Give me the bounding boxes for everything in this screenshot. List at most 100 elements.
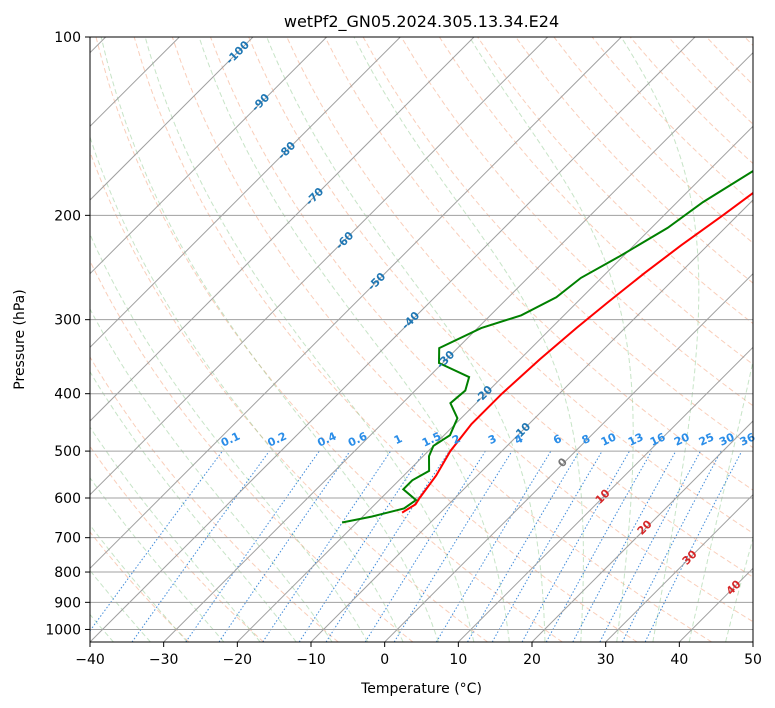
isotherm-line bbox=[90, 37, 549, 496]
isotherm-line bbox=[457, 346, 753, 642]
y-tick-label: 500 bbox=[54, 444, 81, 460]
profiles bbox=[341, 169, 753, 524]
y-tick-label: 200 bbox=[54, 208, 81, 224]
background-lines bbox=[90, 37, 753, 642]
dry-adiabat-line bbox=[248, 37, 753, 578]
moist-adiabat-line bbox=[198, 37, 510, 642]
moist-adiabat-line bbox=[620, 37, 700, 642]
mixing-ratio-line bbox=[298, 450, 425, 642]
mixing-ratio-label: 16 bbox=[648, 430, 668, 448]
isotherm-line bbox=[310, 199, 753, 642]
chart-title: wetPf2_GN05.2024.305.13.34.E24 bbox=[284, 12, 559, 32]
moist-adiabat-line bbox=[469, 37, 634, 642]
isotherm-line bbox=[90, 37, 401, 349]
isotherm-line bbox=[531, 420, 753, 642]
dry-adiabat-line bbox=[90, 445, 264, 642]
moist-adiabat-line bbox=[353, 37, 584, 642]
mixing-ratio-line bbox=[90, 450, 223, 632]
dry-adiabats bbox=[90, 37, 753, 642]
moist-adiabat-line bbox=[100, 37, 439, 642]
dry-adiabat-line bbox=[90, 356, 339, 642]
mixing-ratio-label: 25 bbox=[697, 430, 716, 448]
isotherm-line bbox=[90, 37, 475, 422]
moist-adiabat-line bbox=[266, 37, 546, 642]
x-tick-label: −40 bbox=[75, 652, 105, 668]
moist-adiabat-line bbox=[90, 308, 333, 642]
y-tick-label: 100 bbox=[54, 30, 81, 46]
moist-adiabat-line bbox=[90, 426, 261, 642]
y-tick-label: 900 bbox=[54, 595, 81, 611]
mixing-ratio-line bbox=[599, 450, 701, 642]
dry-adiabat-line bbox=[210, 37, 753, 623]
mixing-ratio-line bbox=[262, 450, 392, 642]
isotherm-line bbox=[90, 37, 254, 201]
mixing-ratio-line bbox=[364, 450, 486, 642]
dry-adiabat-line bbox=[90, 531, 190, 642]
x-tick-label: 10 bbox=[449, 652, 467, 668]
x-tick-label: 40 bbox=[670, 652, 688, 668]
x-tick-label: 30 bbox=[597, 652, 615, 668]
x-tick-label: 50 bbox=[744, 652, 762, 668]
x-tick-label: 0 bbox=[380, 652, 389, 668]
y-axis-label: Pressure (hPa) bbox=[12, 289, 28, 389]
x-tick-label: −20 bbox=[223, 652, 253, 668]
temperature-profile-line bbox=[401, 191, 753, 514]
dry-adiabat-line bbox=[515, 37, 753, 284]
moist-adiabats bbox=[90, 37, 753, 642]
x-tick-label: −30 bbox=[149, 652, 179, 668]
mixing-ratio-line bbox=[545, 450, 653, 642]
isobars bbox=[90, 37, 753, 630]
mixing-ratio-label: 30 bbox=[717, 430, 737, 448]
dry-adiabat-line bbox=[90, 150, 488, 642]
mixing-ratio-line bbox=[435, 450, 552, 642]
dry-adiabat-line bbox=[133, 37, 638, 642]
y-tick-label: 400 bbox=[54, 387, 81, 403]
mixing-ratio-line bbox=[521, 450, 630, 642]
y-axis-ticks: 100 200 300 400 500 600 700 800 900 1000 bbox=[45, 30, 90, 638]
x-axis-ticks: −40 −30 −20 −10 0 10 20 30 40 50 bbox=[75, 642, 762, 668]
dry-adiabat-line bbox=[95, 37, 563, 642]
dewpoint-profile-line bbox=[341, 169, 753, 524]
dry-adiabat-line bbox=[438, 37, 753, 366]
isotherm-line bbox=[90, 37, 328, 275]
moist-adiabat-line bbox=[90, 232, 369, 642]
mixing-ratio-line bbox=[621, 450, 722, 642]
moist-adiabat-line bbox=[90, 135, 404, 642]
isotherm-line bbox=[90, 37, 622, 570]
moist-adiabat-line bbox=[90, 476, 225, 642]
moist-adiabat-line bbox=[144, 37, 475, 642]
mixing-ratio-label: 13 bbox=[626, 430, 645, 448]
isotherm-line bbox=[384, 272, 753, 642]
y-tick-label: 700 bbox=[54, 531, 81, 547]
x-tick-label: 20 bbox=[523, 652, 541, 668]
moist-adiabat-line bbox=[688, 358, 753, 642]
y-tick-label: 1000 bbox=[45, 622, 81, 638]
y-tick-label: 300 bbox=[54, 313, 81, 329]
isotherms bbox=[90, 37, 753, 642]
mixing-ratio-line bbox=[131, 450, 270, 642]
plot-frame bbox=[89, 36, 754, 643]
mixing-ratio-line bbox=[325, 450, 450, 642]
mixing-ratio-line bbox=[185, 450, 320, 642]
mixing-ratio-line bbox=[393, 450, 513, 642]
mixing-ratio-lines bbox=[90, 450, 743, 642]
dry-adiabat-line bbox=[171, 37, 712, 642]
y-tick-label: 600 bbox=[54, 491, 81, 507]
isotherm-line bbox=[90, 37, 696, 642]
plot-background bbox=[90, 37, 753, 642]
isotherm-line bbox=[163, 51, 753, 642]
moist-adiabat-line bbox=[725, 536, 753, 642]
isotherm-line bbox=[236, 125, 753, 642]
dry-adiabat-line bbox=[324, 37, 753, 491]
dry-adiabat-line bbox=[400, 37, 753, 407]
isotherm-line bbox=[605, 493, 753, 642]
mixing-ratio-line bbox=[218, 450, 351, 642]
x-tick-label: −10 bbox=[296, 652, 326, 668]
mixing-ratio-label: 20 bbox=[672, 430, 692, 448]
mixing-ratio-line bbox=[572, 450, 677, 642]
mixing-ratio-line bbox=[644, 450, 743, 642]
x-axis-label: Temperature (°C) bbox=[360, 681, 482, 697]
mixing-ratio-label: 10 bbox=[599, 430, 619, 448]
y-tick-label: 800 bbox=[54, 565, 81, 581]
